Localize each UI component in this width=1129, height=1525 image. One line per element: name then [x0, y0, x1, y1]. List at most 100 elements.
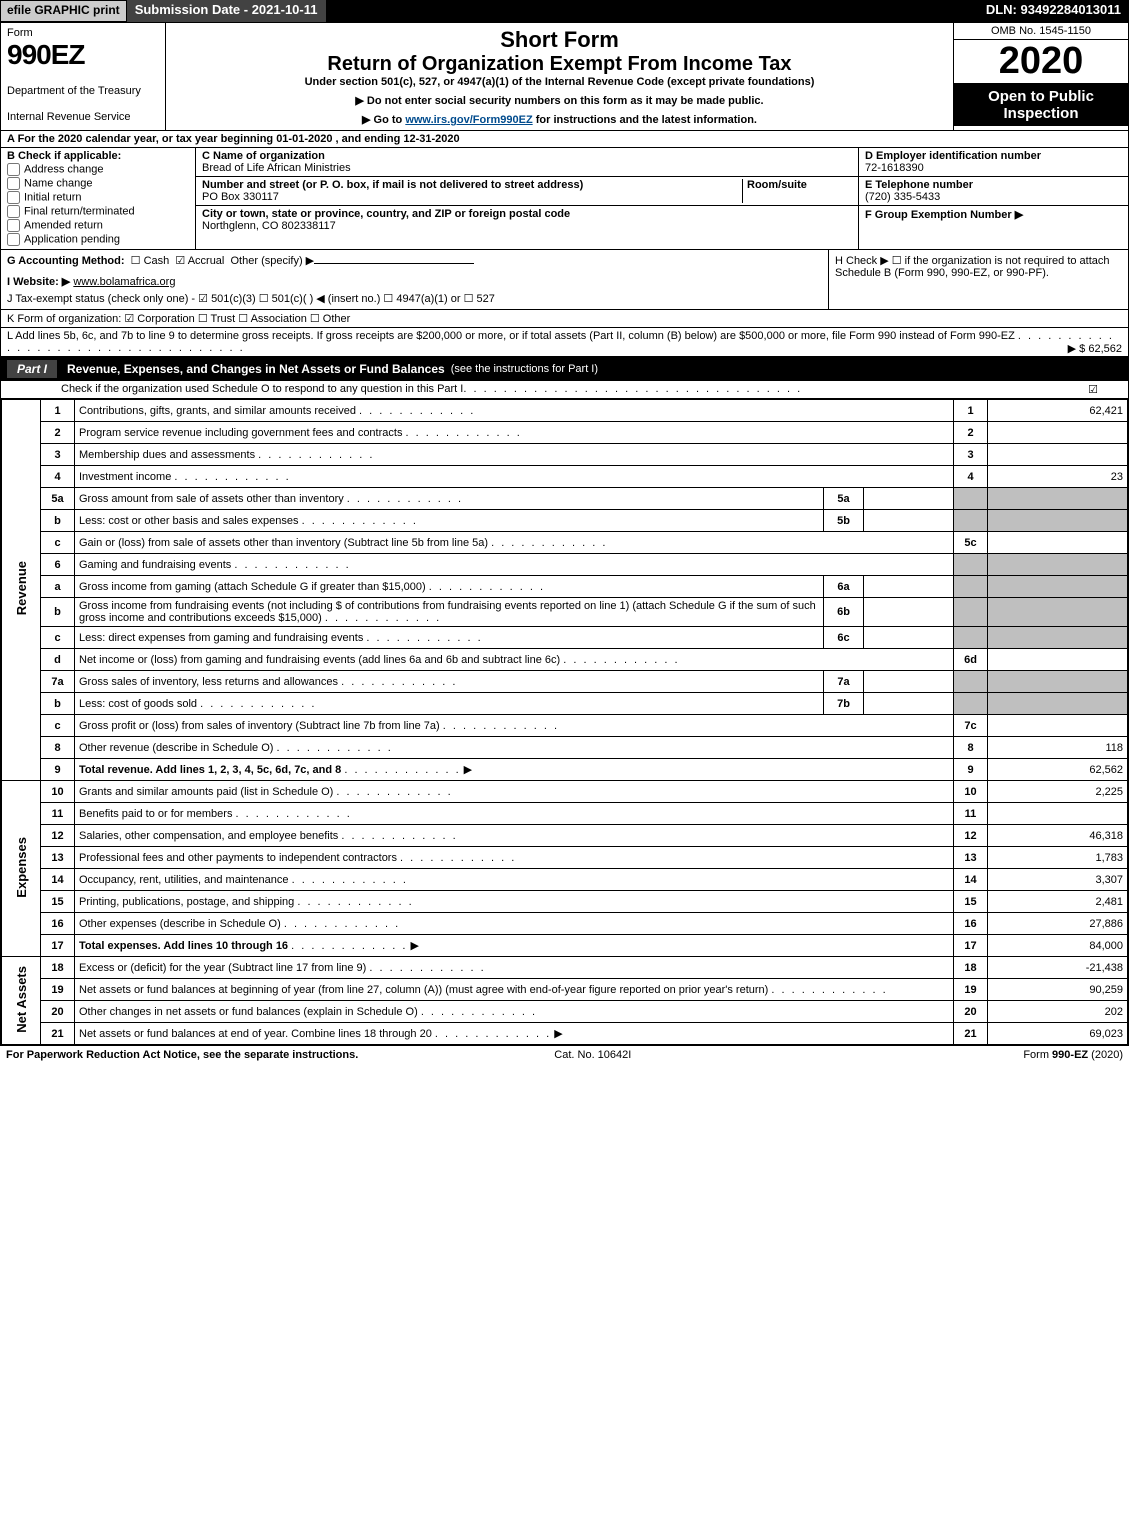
ein: 72-1618390 — [865, 162, 1122, 174]
result-value: 118 — [988, 737, 1128, 759]
line-desc: Net income or (loss) from gaming and fun… — [75, 649, 954, 671]
box-c: C Name of organization Bread of Life Afr… — [196, 148, 858, 249]
chk-name-label: Name change — [24, 177, 93, 189]
line-desc: Total revenue. Add lines 1, 2, 3, 4, 5c,… — [75, 759, 954, 781]
result-number: 1 — [954, 400, 988, 422]
line-number: 14 — [41, 869, 75, 891]
result-value — [988, 444, 1128, 466]
chk-address-label: Address change — [24, 163, 104, 175]
result-value: -21,438 — [988, 957, 1128, 979]
result-number: 9 — [954, 759, 988, 781]
org-address: PO Box 330117 — [202, 191, 742, 203]
form-container: Form 990EZ Department of the Treasury In… — [0, 22, 1129, 1046]
line-k: K Form of organization: ☑ Corporation ☐ … — [1, 310, 1128, 328]
note-ssn: ▶ Do not enter social security numbers o… — [172, 94, 947, 107]
footer-form: Form 990-EZ (2020) — [1023, 1049, 1123, 1061]
line-desc: Net assets or fund balances at beginning… — [75, 979, 954, 1001]
result-value: 46,318 — [988, 825, 1128, 847]
box-b: B Check if applicable: Address change Na… — [1, 148, 196, 249]
subline-value — [864, 510, 954, 532]
line-desc: Other expenses (describe in Schedule O) … — [75, 913, 954, 935]
subline-value — [864, 598, 954, 627]
chk-pending[interactable]: Application pending — [7, 233, 189, 246]
result-value: 3,307 — [988, 869, 1128, 891]
lines-table: Revenue1Contributions, gifts, grants, an… — [1, 399, 1128, 1045]
line-number: 16 — [41, 913, 75, 935]
chk-name[interactable]: Name change — [7, 177, 189, 190]
irs-link[interactable]: www.irs.gov/Form990EZ — [405, 114, 532, 126]
efile-print-button[interactable]: efile GRAPHIC print — [0, 0, 127, 22]
line-desc: Grants and similar amounts paid (list in… — [75, 781, 954, 803]
subtitle: Under section 501(c), 527, or 4947(a)(1)… — [172, 76, 947, 88]
title-short-form: Short Form — [172, 27, 947, 53]
page-footer: For Paperwork Reduction Act Notice, see … — [0, 1046, 1129, 1064]
line-desc: Benefits paid to or for members . . . . … — [75, 803, 954, 825]
grey-cell — [954, 510, 988, 532]
section-label: Revenue — [2, 400, 41, 781]
line-desc: Gaming and fundraising events . . . . . … — [75, 554, 954, 576]
grey-cell — [954, 554, 988, 576]
line-desc: Less: cost or other basis and sales expe… — [75, 510, 824, 532]
grey-cell — [988, 488, 1128, 510]
line-a: A For the 2020 calendar year, or tax yea… — [1, 131, 1128, 148]
chk-final[interactable]: Final return/terminated — [7, 205, 189, 218]
submission-date: Submission Date - 2021-10-11 — [127, 0, 326, 22]
line-number: b — [41, 598, 75, 627]
line-desc: Program service revenue including govern… — [75, 422, 954, 444]
line-number: 3 — [41, 444, 75, 466]
line-number: 1 — [41, 400, 75, 422]
result-value: 202 — [988, 1001, 1128, 1023]
g-other: Other (specify) ▶ — [231, 255, 315, 267]
subline-value — [864, 488, 954, 510]
line-desc: Gross sales of inventory, less returns a… — [75, 671, 824, 693]
result-number: 17 — [954, 935, 988, 957]
header-mid: Short Form Return of Organization Exempt… — [166, 23, 953, 130]
line-number: 20 — [41, 1001, 75, 1023]
result-number: 15 — [954, 891, 988, 913]
line-number: 21 — [41, 1023, 75, 1045]
chk-initial[interactable]: Initial return — [7, 191, 189, 204]
line-number: b — [41, 510, 75, 532]
line-desc: Professional fees and other payments to … — [75, 847, 954, 869]
header-right: OMB No. 1545-1150 2020 Open to Public In… — [953, 23, 1128, 130]
subline-value — [864, 576, 954, 598]
subline-value — [864, 671, 954, 693]
result-value: 69,023 — [988, 1023, 1128, 1045]
result-number: 21 — [954, 1023, 988, 1045]
result-value: 62,562 — [988, 759, 1128, 781]
part1-checkbox[interactable]: ☑ — [1088, 383, 1098, 396]
i-label: I Website: ▶ — [7, 276, 70, 288]
subline-number: 7a — [824, 671, 864, 693]
result-number: 14 — [954, 869, 988, 891]
goto-pre: ▶ Go to — [362, 114, 405, 126]
chk-initial-label: Initial return — [24, 191, 81, 203]
org-name: Bread of Life African Ministries — [202, 162, 852, 174]
line-desc: Total expenses. Add lines 10 through 16 … — [75, 935, 954, 957]
line-number: 8 — [41, 737, 75, 759]
line-desc: Gross amount from sale of assets other t… — [75, 488, 824, 510]
form-header: Form 990EZ Department of the Treasury In… — [1, 23, 1128, 131]
line-j: J Tax-exempt status (check only one) - ☑… — [7, 292, 822, 305]
line-desc: Gross profit or (loss) from sales of inv… — [75, 715, 954, 737]
subline-number: 6a — [824, 576, 864, 598]
box-def: D Employer identification number 72-1618… — [858, 148, 1128, 249]
line-desc: Occupancy, rent, utilities, and maintena… — [75, 869, 954, 891]
line-desc: Investment income . . . . . . . . . . . … — [75, 466, 954, 488]
dept-irs: Internal Revenue Service — [7, 111, 159, 123]
line-desc: Membership dues and assessments . . . . … — [75, 444, 954, 466]
chk-amended[interactable]: Amended return — [7, 219, 189, 232]
goto-post: for instructions and the latest informat… — [533, 114, 757, 126]
result-value — [988, 649, 1128, 671]
chk-amended-label: Amended return — [24, 219, 103, 231]
line-number: 15 — [41, 891, 75, 913]
block-gh: G Accounting Method: ☐ Cash ☑ Accrual Ot… — [1, 250, 1128, 310]
chk-address[interactable]: Address change — [7, 163, 189, 176]
g-label: G Accounting Method: — [7, 255, 125, 267]
block-b-f: B Check if applicable: Address change Na… — [1, 148, 1128, 250]
website-link[interactable]: www.bolamafrica.org — [73, 276, 175, 288]
result-number: 5c — [954, 532, 988, 554]
d-label: D Employer identification number — [865, 150, 1122, 162]
line-number: c — [41, 627, 75, 649]
omb-number: OMB No. 1545-1150 — [954, 23, 1128, 40]
subline-number: 6b — [824, 598, 864, 627]
